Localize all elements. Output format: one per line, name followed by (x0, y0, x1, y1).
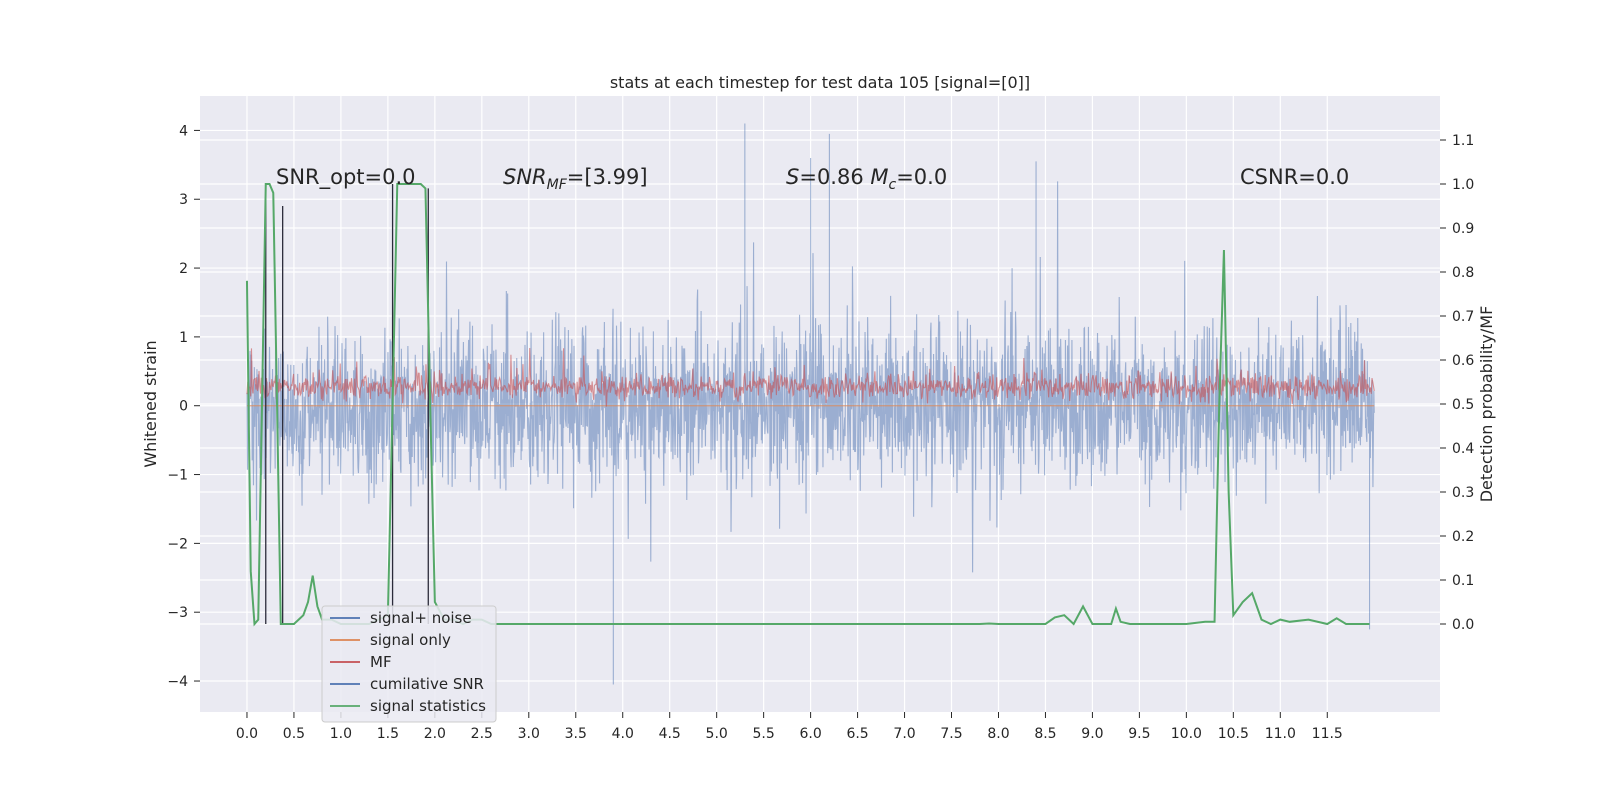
y-tick-label-1: −3 (167, 605, 188, 621)
y2-tick-label-5: 0.5 (1452, 397, 1474, 413)
y-tick-label-3: −1 (167, 468, 188, 484)
x-tick-label-10: 5.0 (706, 726, 728, 742)
annotation-snr-mf: SNRMF=[3.99] (503, 165, 648, 193)
x-tick-label-21: 10.5 (1218, 726, 1249, 742)
x-tick-label-19: 9.5 (1128, 726, 1150, 742)
legend-box (321, 605, 497, 723)
x-tick-label-6: 3.0 (518, 726, 540, 742)
legend-label-2: MF (370, 653, 392, 671)
x-tick-label-18: 9.0 (1081, 726, 1103, 742)
x-tick-label-1: 0.5 (283, 726, 305, 742)
x-tick-label-11: 5.5 (753, 726, 775, 742)
x-tick-label-22: 11.0 (1265, 726, 1296, 742)
y-tick-label-5: 1 (179, 330, 188, 346)
x-tick-label-20: 10.0 (1171, 726, 1202, 742)
x-tick-label-8: 4.0 (612, 726, 634, 742)
x-tick-label-15: 7.5 (940, 726, 962, 742)
series-mf (246, 347, 1375, 407)
right-axis-ticks: 0.0 0.1 0.2 0.3 0.4 0.5 0.6 0.7 0.8 0.9 1.0 1.1 (1440, 133, 1474, 633)
legend-label-3: cumilative SNR (370, 675, 484, 693)
x-tick-label-2: 1.0 (330, 726, 352, 742)
y2-tick-label-11: 1.1 (1452, 133, 1474, 149)
left-axis-ticks: −4 −3 −2 −1 0 1 2 3 4 (167, 123, 200, 690)
annotation-snr-opt: SNR_opt=0.0 (276, 165, 416, 190)
x-tick-label-3: 1.5 (377, 726, 399, 742)
chart-title: stats at each timestep for test data 105… (610, 73, 1030, 92)
legend-label-4: signal statistics (370, 697, 486, 715)
x-tick-label-7: 3.5 (565, 726, 587, 742)
legend-label-1: signal only (370, 631, 451, 649)
y-axis-label: Whitened strain (141, 340, 160, 467)
x-tick-label-14: 7.0 (893, 726, 915, 742)
y2-tick-label-1: 0.1 (1452, 573, 1474, 589)
y2-tick-label-10: 1.0 (1452, 177, 1474, 193)
y2-axis-label: Detection probability/MF (1477, 306, 1496, 503)
x-tick-label-5: 2.5 (471, 726, 493, 742)
series-signal-noise (246, 123, 1375, 685)
y2-tick-label-2: 0.2 (1452, 529, 1474, 545)
grid-lines (200, 96, 1440, 712)
x-tick-label-23: 11.5 (1312, 726, 1343, 742)
x-tick-label-9: 4.5 (659, 726, 681, 742)
y-tick-label-8: 4 (179, 123, 188, 139)
legend-label-0: signal+ noise (370, 609, 472, 627)
x-tick-label-16: 8.0 (987, 726, 1009, 742)
y2-tick-label-8: 0.8 (1452, 265, 1474, 281)
y-tick-label-4: 0 (179, 399, 188, 415)
y2-tick-label-9: 0.9 (1452, 221, 1474, 237)
legend: signal+ noise signal only MF cumilative SNR… (321, 605, 497, 723)
x-tick-label-17: 8.5 (1034, 726, 1056, 742)
y2-tick-label-0: 0.0 (1452, 617, 1474, 633)
y-tick-label-0: −4 (167, 674, 188, 690)
y2-tick-label-4: 0.4 (1452, 441, 1474, 457)
y-tick-label-2: −2 (167, 536, 188, 552)
y2-tick-label-6: 0.6 (1452, 353, 1474, 369)
y2-tick-label-3: 0.3 (1452, 485, 1474, 501)
y-tick-label-7: 3 (179, 192, 188, 208)
annotation-s-mc: S=0.86 Mc=0.0 (786, 165, 947, 193)
x-axis-ticks: 0.0 0.5 1.0 1.5 2.0 2.5 3.0 3.5 4.0 4.5 5.0 5.5 6.0 6… (236, 712, 1343, 742)
x-tick-label-13: 6.5 (846, 726, 868, 742)
annotation-csnr: CSNR=0.0 (1240, 165, 1349, 189)
x-tick-label-12: 6.0 (799, 726, 821, 742)
y2-tick-label-7: 0.7 (1452, 309, 1474, 325)
x-tick-label-4: 2.0 (424, 726, 446, 742)
x-tick-label-0: 0.0 (236, 726, 258, 742)
y-tick-label-6: 2 (179, 261, 188, 277)
